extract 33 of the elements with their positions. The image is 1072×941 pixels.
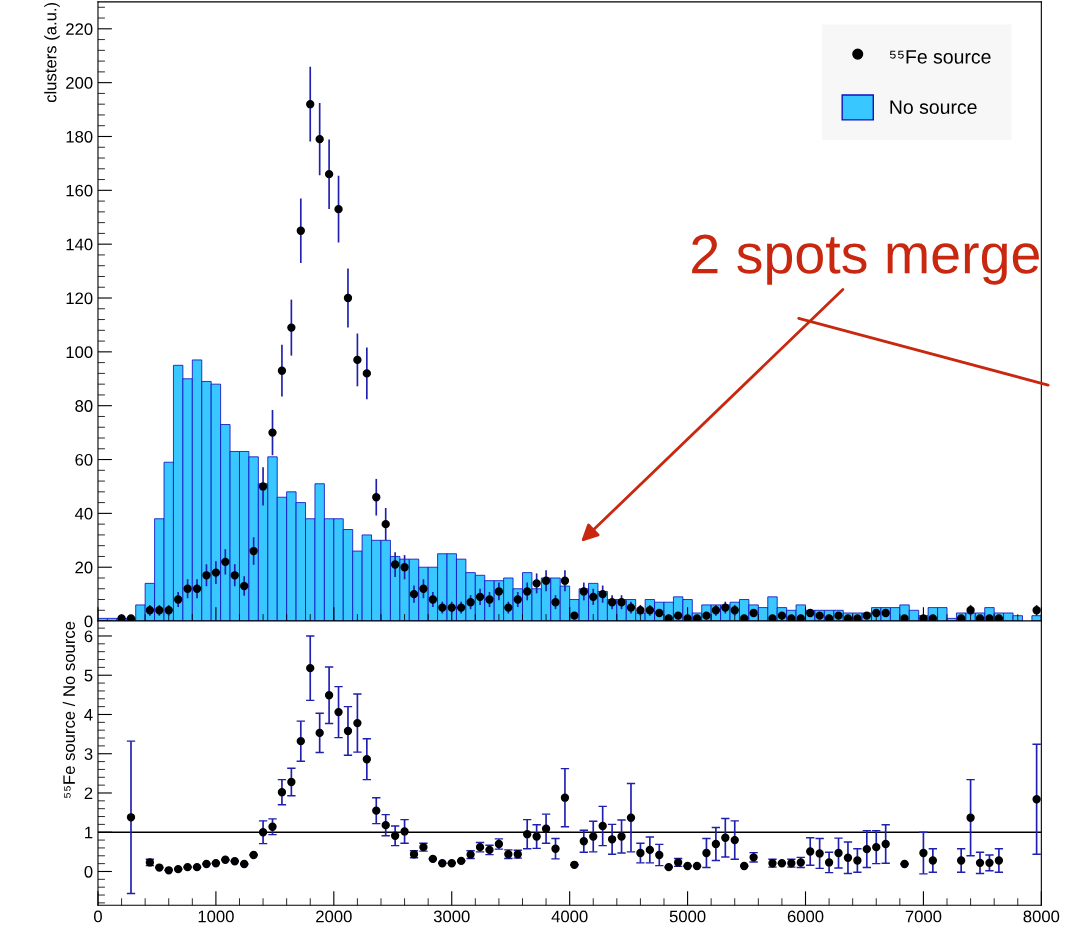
y-tick-label: 3 — [84, 748, 93, 760]
y-tick-label: 200 — [66, 77, 93, 89]
y-tick-label: 160 — [66, 184, 93, 197]
y-tick-label: 180 — [66, 130, 93, 143]
y-tick-label: 120 — [66, 292, 93, 305]
x-tick-label: 0 — [94, 910, 102, 923]
x-tick-label: 3000 — [433, 910, 470, 923]
y-tick-label: 40 — [74, 507, 93, 520]
x-tick-label: 1000 — [198, 910, 234, 923]
y-axis-title: ⁵⁵Fe source / No source — [62, 621, 75, 798]
legend-label: No source — [890, 100, 977, 114]
annotation: 2 spots merge — [692, 234, 1039, 285]
y-tick-label: 100 — [66, 346, 93, 359]
x-tick-label: 8000 — [1023, 910, 1060, 923]
y-tick-label: 220 — [66, 23, 93, 36]
x-tick-label: 4000 — [551, 910, 588, 923]
x-tick-label: 7000 — [905, 910, 942, 923]
y-tick-label: 0 — [84, 865, 93, 878]
x-tick-label: 2000 — [316, 910, 352, 923]
y-tick-label: 140 — [66, 238, 93, 251]
y-tick-label: 20 — [75, 561, 93, 574]
y-tick-label: 80 — [75, 400, 93, 412]
y-tick-label: 5 — [84, 669, 93, 682]
y-tick-label: 60 — [75, 453, 93, 466]
y-tick-label: 4 — [84, 709, 93, 721]
y-tick-label: 1 — [85, 826, 93, 839]
legend-label: ⁵⁵Fe source — [889, 50, 991, 64]
y-tick-label: 0 — [84, 615, 93, 628]
y-tick-label: 2 — [84, 787, 93, 800]
x-tick-label: 6000 — [787, 910, 824, 923]
y-tick-label: 6 — [84, 630, 93, 643]
y-axis-title: clusters (a.u.) — [44, 2, 60, 103]
x-tick-label: 5000 — [669, 910, 706, 923]
